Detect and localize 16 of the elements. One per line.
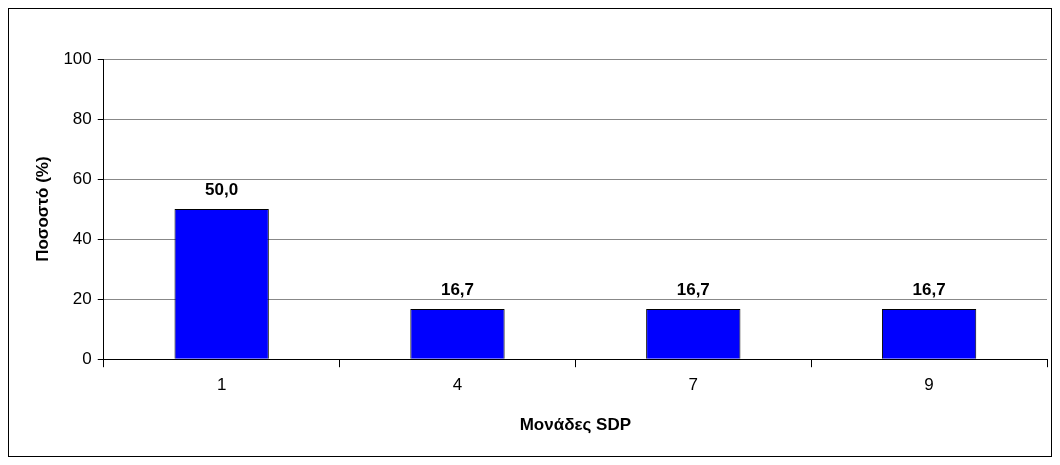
y-axis-title: Ποσοστό (%) [32, 156, 52, 262]
data-label: 16,7 [440, 280, 475, 300]
x-tick-label: 9 [924, 375, 934, 395]
x-tick-label: 7 [688, 375, 699, 395]
y-tick-label: 100 [63, 48, 92, 68]
y-tick-label: 80 [72, 108, 92, 128]
x-axis-title: Μονάδες SDP [519, 415, 632, 435]
x-tick-label: 4 [452, 375, 463, 395]
data-label: 16,7 [912, 280, 946, 300]
x-tick-label: 1 [216, 375, 227, 395]
y-tick-label: 20 [72, 288, 92, 308]
data-label: 16,7 [676, 280, 710, 300]
y-tick-label: 60 [72, 168, 92, 188]
y-tick-label: 0 [82, 348, 92, 368]
data-label: 50,0 [205, 180, 239, 200]
y-tick-label: 40 [72, 228, 92, 248]
